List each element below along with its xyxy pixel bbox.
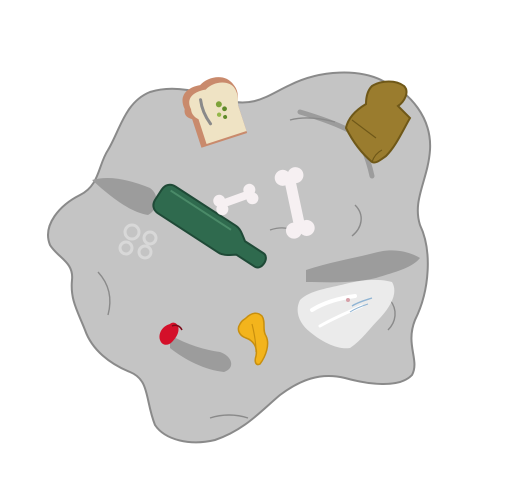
plastic-jug: [344, 80, 412, 164]
rock-shadow: [92, 177, 157, 215]
bubble-cluster: [118, 223, 158, 260]
rock-crack: [351, 204, 362, 237]
rock-crack: [209, 414, 249, 419]
apple-core: [159, 322, 183, 345]
toast-with-mold: [182, 77, 248, 148]
rock-shadow: [170, 335, 232, 372]
rock-shadow: [306, 250, 420, 283]
rock-crack: [97, 271, 111, 316]
rock-crack: [387, 299, 396, 331]
rock-crack: [289, 117, 336, 123]
plastic-bag: [297, 279, 395, 349]
bone-large: [274, 167, 315, 239]
glass-bottle: [152, 183, 267, 269]
bone-small: [213, 183, 259, 216]
banana-peel: [237, 312, 269, 366]
